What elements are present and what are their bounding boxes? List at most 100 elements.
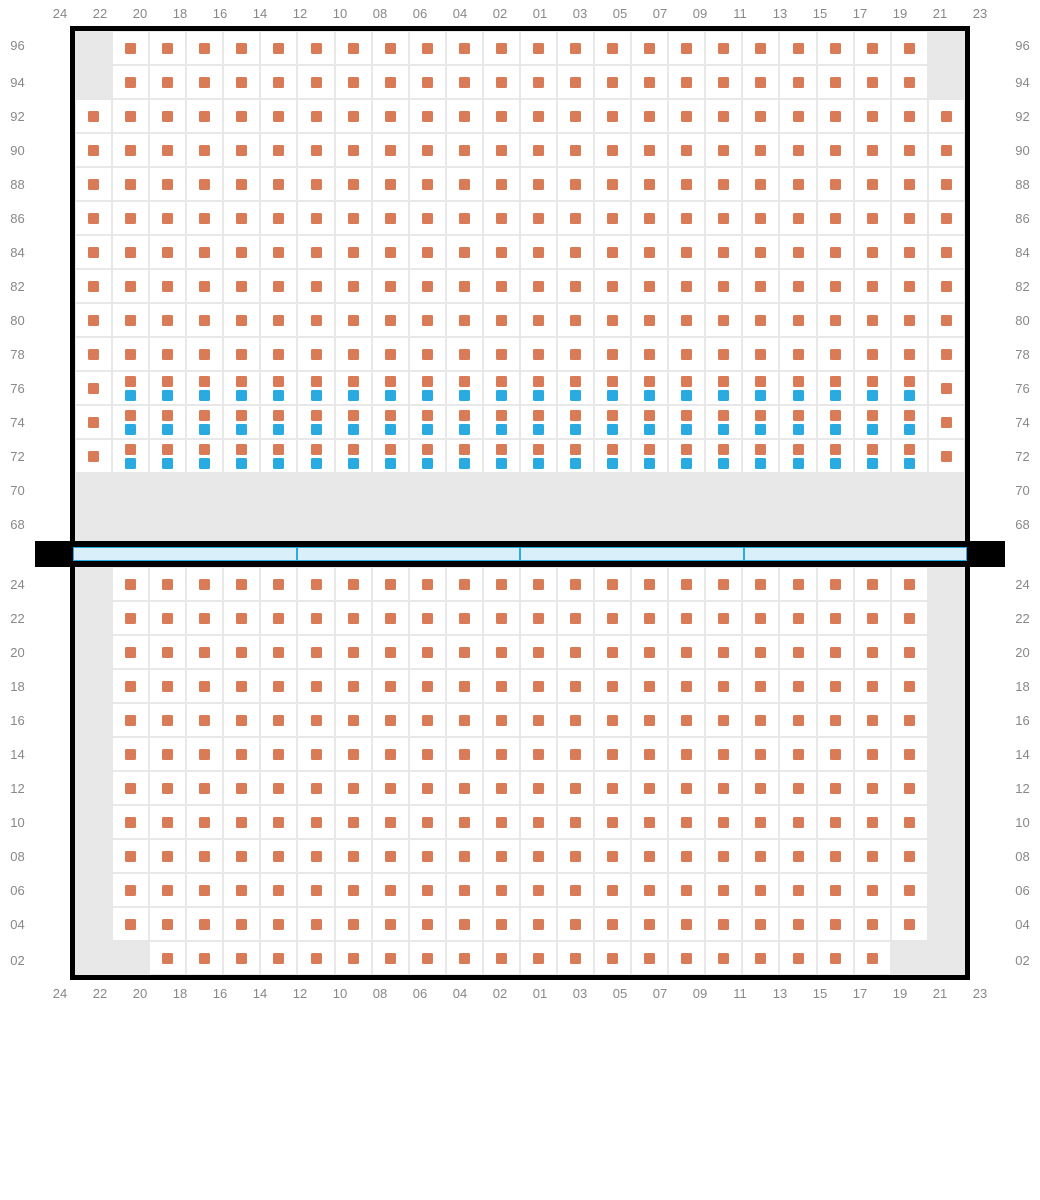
seat-cell[interactable] — [186, 269, 223, 303]
seat-cell[interactable] — [594, 201, 631, 235]
seat-cell[interactable] — [149, 669, 186, 703]
seat-cell[interactable] — [557, 235, 594, 269]
seat-cell[interactable] — [409, 303, 446, 337]
seat-cell[interactable] — [705, 771, 742, 805]
seat-cell[interactable] — [742, 669, 779, 703]
seat-cell[interactable] — [891, 371, 928, 405]
seat-cell[interactable] — [891, 567, 928, 601]
seat-cell[interactable] — [557, 303, 594, 337]
seat-cell[interactable] — [112, 371, 149, 405]
seat-cell[interactable] — [854, 201, 891, 235]
seat-cell[interactable] — [186, 371, 223, 405]
seat-cell[interactable] — [779, 337, 816, 371]
seat-cell[interactable] — [297, 669, 334, 703]
seat-cell[interactable] — [297, 439, 334, 473]
seat-cell[interactable] — [335, 839, 372, 873]
seat-cell[interactable] — [409, 405, 446, 439]
seat-cell[interactable] — [483, 337, 520, 371]
seat-cell[interactable] — [409, 235, 446, 269]
seat-cell[interactable] — [186, 133, 223, 167]
seat-cell[interactable] — [779, 669, 816, 703]
seat-cell[interactable] — [779, 737, 816, 771]
seat-cell[interactable] — [817, 405, 854, 439]
seat-cell[interactable] — [594, 635, 631, 669]
seat-cell[interactable] — [112, 771, 149, 805]
seat-cell[interactable] — [372, 303, 409, 337]
seat-cell[interactable] — [668, 31, 705, 65]
seat-cell[interactable] — [372, 601, 409, 635]
seat-cell[interactable] — [742, 133, 779, 167]
seat-cell[interactable] — [668, 303, 705, 337]
seat-cell[interactable] — [297, 703, 334, 737]
seat-cell[interactable] — [335, 65, 372, 99]
seat-cell[interactable] — [446, 669, 483, 703]
seat-cell[interactable] — [594, 65, 631, 99]
seat-cell[interactable] — [483, 201, 520, 235]
seat-cell[interactable] — [891, 439, 928, 473]
seat-cell[interactable] — [742, 65, 779, 99]
seat-cell[interactable] — [854, 303, 891, 337]
seat-cell[interactable] — [297, 371, 334, 405]
seat-cell[interactable] — [335, 941, 372, 975]
seat-cell[interactable] — [186, 805, 223, 839]
seat-cell[interactable] — [372, 133, 409, 167]
seat-cell[interactable] — [631, 669, 668, 703]
seat-cell[interactable] — [520, 439, 557, 473]
seat-cell[interactable] — [928, 337, 965, 371]
seat-cell[interactable] — [75, 371, 112, 405]
seat-cell[interactable] — [668, 907, 705, 941]
seat-cell[interactable] — [223, 635, 260, 669]
seat-cell[interactable] — [705, 805, 742, 839]
seat-cell[interactable] — [186, 167, 223, 201]
seat-cell[interactable] — [446, 303, 483, 337]
seat-cell[interactable] — [668, 65, 705, 99]
seat-cell[interactable] — [483, 371, 520, 405]
seat-cell[interactable] — [779, 805, 816, 839]
seat-cell[interactable] — [149, 371, 186, 405]
seat-cell[interactable] — [260, 669, 297, 703]
seat-cell[interactable] — [668, 235, 705, 269]
seat-cell[interactable] — [557, 31, 594, 65]
seat-cell[interactable] — [631, 167, 668, 201]
seat-cell[interactable] — [75, 439, 112, 473]
seat-cell[interactable] — [75, 99, 112, 133]
seat-cell[interactable] — [335, 439, 372, 473]
seat-cell[interactable] — [223, 669, 260, 703]
seat-cell[interactable] — [260, 567, 297, 601]
seat-cell[interactable] — [928, 133, 965, 167]
seat-cell[interactable] — [186, 303, 223, 337]
seat-cell[interactable] — [446, 567, 483, 601]
seat-cell[interactable] — [817, 167, 854, 201]
seat-cell[interactable] — [409, 907, 446, 941]
seat-cell[interactable] — [372, 235, 409, 269]
seat-cell[interactable] — [483, 839, 520, 873]
seat-cell[interactable] — [409, 201, 446, 235]
seat-cell[interactable] — [223, 567, 260, 601]
seat-cell[interactable] — [75, 133, 112, 167]
seat-cell[interactable] — [594, 907, 631, 941]
seat-cell[interactable] — [557, 805, 594, 839]
seat-cell[interactable] — [186, 201, 223, 235]
seat-cell[interactable] — [409, 65, 446, 99]
seat-cell[interactable] — [372, 439, 409, 473]
seat-cell[interactable] — [297, 65, 334, 99]
seat-cell[interactable] — [742, 805, 779, 839]
seat-cell[interactable] — [668, 941, 705, 975]
seat-cell[interactable] — [594, 337, 631, 371]
seat-cell[interactable] — [372, 839, 409, 873]
seat-cell[interactable] — [557, 771, 594, 805]
seat-cell[interactable] — [854, 601, 891, 635]
seat-cell[interactable] — [335, 703, 372, 737]
seat-cell[interactable] — [335, 167, 372, 201]
seat-cell[interactable] — [297, 771, 334, 805]
seat-cell[interactable] — [631, 873, 668, 907]
seat-cell[interactable] — [372, 669, 409, 703]
seat-cell[interactable] — [705, 371, 742, 405]
seat-cell[interactable] — [854, 873, 891, 907]
seat-cell[interactable] — [483, 567, 520, 601]
seat-cell[interactable] — [223, 601, 260, 635]
seat-cell[interactable] — [483, 941, 520, 975]
seat-cell[interactable] — [520, 839, 557, 873]
seat-cell[interactable] — [854, 133, 891, 167]
seat-cell[interactable] — [557, 99, 594, 133]
